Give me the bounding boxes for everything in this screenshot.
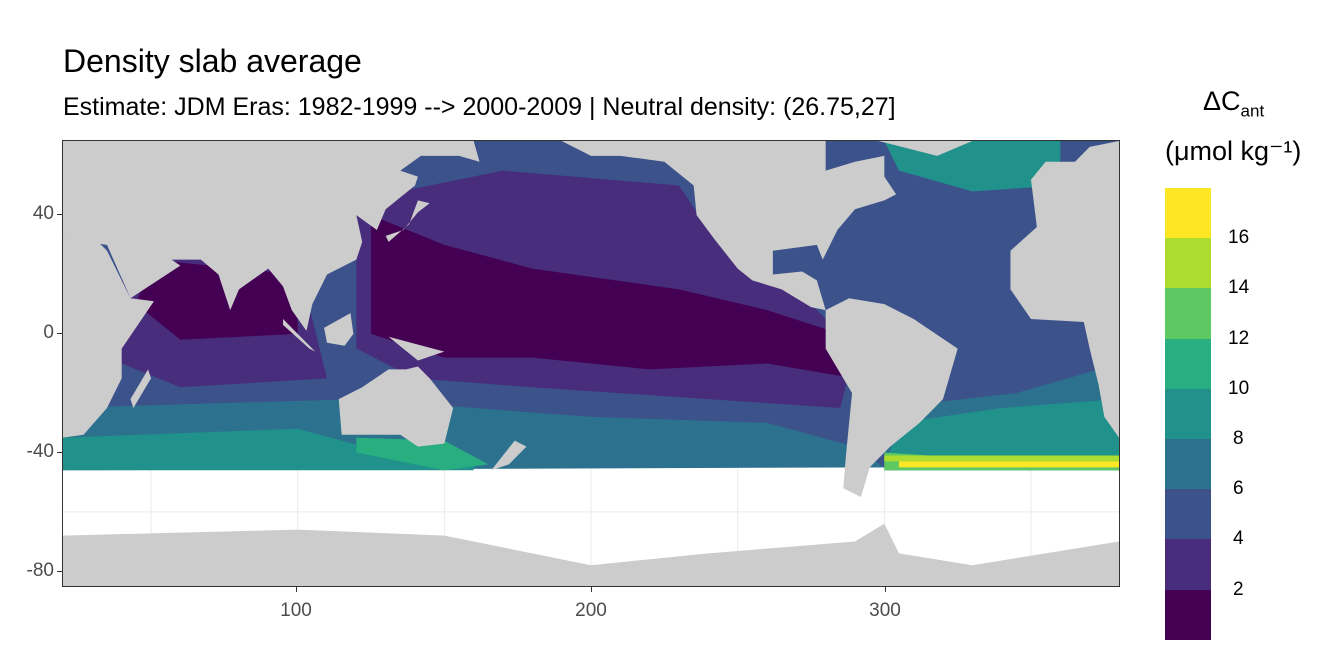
legend-swatch [1165, 288, 1211, 340]
legend-label: 12 [1228, 327, 1250, 349]
legend-swatch [1165, 489, 1211, 540]
legend-swatch [1165, 238, 1211, 289]
x-tick-mark [885, 587, 886, 592]
y-tick-label: 0 [43, 322, 54, 343]
ocean-band-14-16 [884, 455, 1119, 462]
legend-label: 4 [1233, 528, 1244, 550]
land-south-america [825, 298, 958, 497]
ocean-field [63, 141, 1119, 471]
legend-title-main: ΔC [1203, 86, 1241, 116]
y-tick-mark [57, 452, 62, 453]
legend-label: 6 [1233, 478, 1244, 500]
ocean-band-10-12 [356, 437, 489, 471]
legend-swatch [1165, 338, 1211, 390]
legend-unit: (μmol kg⁻¹) [1165, 136, 1302, 166]
land-africa-west [63, 238, 154, 438]
x-tick-label: 200 [575, 600, 607, 621]
legend-swatch [1165, 388, 1211, 440]
legend-label: 16 [1228, 227, 1250, 249]
legend-swatch [1165, 188, 1211, 239]
land-australia [338, 366, 454, 447]
plot-title: Density slab average [63, 43, 362, 79]
ocean-band-0-2-ind [136, 259, 298, 340]
land-eurasia-africa-east [1010, 141, 1119, 438]
land-madagascar [130, 369, 151, 408]
ocean-band-8-10-ind [63, 428, 474, 471]
legend-swatch [1165, 589, 1211, 641]
land-japan [385, 200, 430, 242]
y-tick-label: -80 [26, 560, 54, 581]
legend-title-sub: ant [1240, 101, 1265, 121]
x-tick-mark [296, 587, 297, 592]
ocean-band-8-10-atl [884, 399, 1119, 471]
legend-swatch [1165, 439, 1211, 490]
land-antarctica [63, 523, 1119, 586]
x-tick-label: 300 [869, 600, 901, 621]
map-panel [62, 140, 1120, 587]
land-borneo [324, 313, 354, 346]
y-tick-mark [57, 571, 62, 572]
land-new-zealand [491, 440, 527, 471]
x-tick-mark [591, 587, 592, 592]
land [63, 141, 1119, 586]
legend-swatch [1165, 539, 1211, 591]
land-greenland [878, 141, 973, 156]
land-eurasia [63, 141, 480, 331]
y-tick-label: -40 [26, 441, 54, 462]
land-north-america [561, 141, 897, 311]
ocean-band-0-2-pac [371, 215, 855, 379]
land-new-guinea [388, 336, 445, 361]
legend-label: 8 [1233, 428, 1244, 449]
legend-label: 2 [1233, 578, 1244, 600]
legend-label: 14 [1228, 277, 1250, 299]
y-tick-mark [57, 214, 62, 215]
legend-label: 10 [1228, 377, 1250, 399]
y-tick-mark [57, 333, 62, 334]
ocean-band-16plus [899, 461, 1119, 468]
plot-subtitle: Estimate: JDM Eras: 1982-1999 --> 2000-2… [63, 93, 896, 121]
x-tick-label: 100 [280, 600, 312, 621]
y-tick-label: 40 [32, 203, 54, 224]
legend-title: ΔCant [1203, 86, 1264, 121]
